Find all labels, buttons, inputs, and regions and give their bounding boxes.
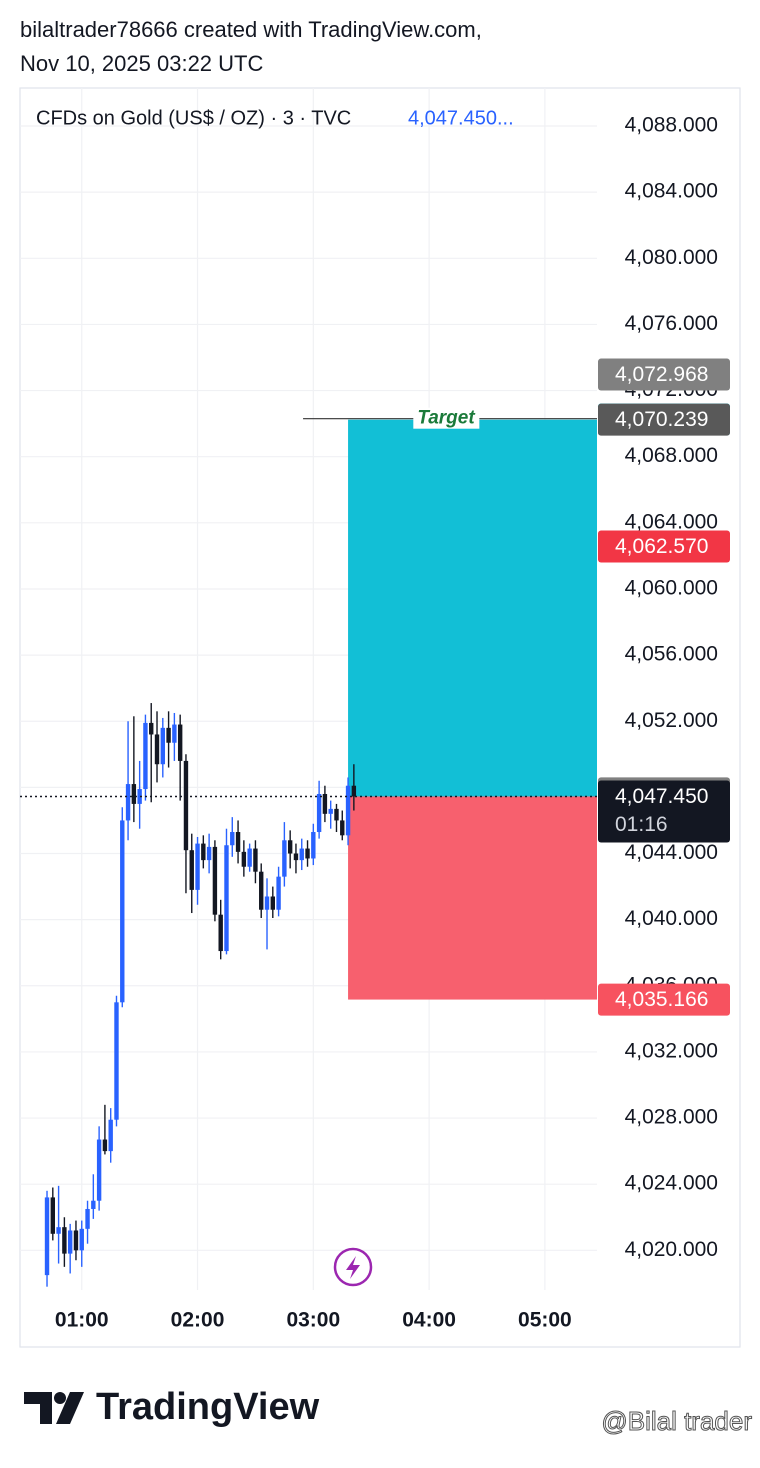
x-tick-label: 05:00 [518, 1309, 572, 1332]
candle-body [44, 1197, 50, 1276]
y-tick-label: 4,084.000 [625, 180, 718, 203]
price-marker [598, 530, 730, 563]
candle-body [259, 871, 264, 910]
candle-body [340, 820, 345, 836]
candle-body [293, 853, 299, 861]
candle-body [102, 1139, 108, 1152]
candle-body [322, 793, 328, 814]
candle-body [253, 848, 258, 872]
candle-body [177, 724, 183, 761]
candle-body [56, 1227, 61, 1234]
target-label: Target [417, 408, 475, 429]
candle-body [241, 851, 247, 867]
y-tick-label: 4,020.000 [625, 1238, 718, 1261]
header-line: bilaltrader78666 created with TradingVie… [20, 17, 482, 42]
candle-body [183, 760, 189, 851]
price-marker [598, 403, 730, 436]
header-line: Nov 10, 2025 03:22 UTC [20, 51, 263, 76]
tradingview-logo [24, 1392, 84, 1424]
price-marker [598, 358, 730, 391]
candle-body [79, 1228, 84, 1251]
candle-body [154, 734, 160, 765]
candle-body [212, 846, 218, 915]
candle-body [120, 820, 125, 1003]
candle-body [351, 785, 357, 797]
price-marker-label: 4,072.968 [615, 363, 708, 386]
candle-body [201, 843, 206, 861]
candle-body [316, 793, 322, 833]
candle-body [264, 896, 270, 910]
y-tick-label: 4,040.000 [625, 907, 718, 930]
candle-body [91, 1200, 96, 1209]
y-tick-label: 4,044.000 [625, 841, 718, 864]
y-tick-label: 4,028.000 [625, 1106, 718, 1129]
y-tick-label: 4,056.000 [625, 643, 718, 666]
candle-body [235, 832, 241, 852]
candle-body [334, 808, 339, 821]
candle-body [160, 727, 166, 765]
price-marker-label: 4,062.570 [615, 535, 708, 558]
y-tick-label: 4,032.000 [625, 1039, 718, 1062]
candle-body [305, 848, 310, 859]
candle-body [85, 1208, 90, 1229]
target-label-bg [413, 407, 480, 429]
candle-body [166, 727, 171, 743]
chart-frame [19, 87, 741, 1348]
loss-zone [348, 796, 597, 1000]
x-tick-label: 04:00 [402, 1309, 456, 1332]
watermark: @Bilal trader [601, 1406, 752, 1436]
brand: TradingView [96, 1386, 320, 1428]
candle-body [125, 784, 131, 821]
candle-body [50, 1197, 56, 1234]
price-marker-label: 4,070.239 [615, 408, 708, 431]
candle-body [299, 848, 304, 861]
price-marker [598, 983, 730, 1016]
y-tick-label: 4,076.000 [625, 312, 718, 335]
candle-body [131, 784, 137, 804]
candle-body [276, 876, 281, 910]
event-icon-bolt [346, 1256, 360, 1279]
x-tick-label: 01:00 [55, 1309, 109, 1332]
chart-title: CFDs on Gold (US$ / OZ) · 3 · TVC [36, 107, 351, 129]
y-tick-label: 4,068.000 [625, 444, 718, 467]
candle-body [108, 1119, 113, 1152]
y-tick-label: 4,052.000 [625, 709, 718, 732]
candle-body [218, 914, 223, 952]
price-marker-label: 4,035.166 [615, 988, 708, 1011]
y-tick-label: 4,024.000 [625, 1172, 718, 1195]
x-tick-label: 02:00 [171, 1309, 225, 1332]
candle-body [143, 722, 148, 790]
candle-body [270, 896, 275, 910]
y-tick-label: 4,060.000 [625, 577, 718, 600]
candle-body [230, 832, 235, 846]
candle-body [206, 846, 212, 861]
candle-body [195, 843, 200, 890]
candle-body [67, 1230, 73, 1254]
last-price-label: 4,047.450 [615, 785, 708, 808]
candle-body [189, 850, 194, 890]
profit-zone [348, 419, 597, 797]
candle-body [311, 832, 316, 859]
candle-body [287, 840, 293, 854]
candle-body [172, 724, 177, 743]
y-tick-label: 4,080.000 [625, 246, 718, 269]
countdown-label: 01:16 [615, 813, 668, 836]
candle-body [149, 722, 154, 735]
candle-body [62, 1227, 67, 1254]
candle-body [345, 785, 351, 836]
y-tick-label: 4,088.000 [625, 114, 718, 137]
candle-body [224, 845, 229, 952]
y-tick-label: 4,064.000 [625, 510, 718, 533]
candle-body [247, 848, 252, 867]
candle-body [282, 840, 287, 877]
last-price-marker [598, 780, 730, 843]
candle-body [114, 1002, 119, 1120]
title-price: 4,047.450... [408, 107, 514, 129]
candle-body [96, 1139, 102, 1201]
x-tick-label: 03:00 [286, 1309, 340, 1332]
candle-body [328, 808, 333, 814]
candle-body [73, 1230, 79, 1251]
candle-body [137, 789, 142, 804]
